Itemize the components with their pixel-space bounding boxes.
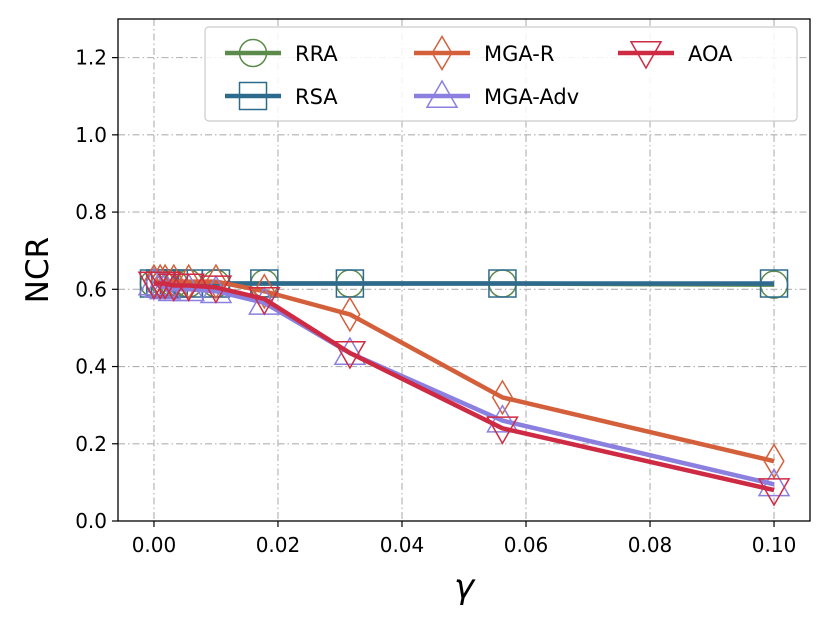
legend-item: AOA — [618, 41, 733, 70]
legend-item: MGA-R — [414, 35, 554, 71]
data-series — [137, 263, 791, 507]
data-point — [333, 341, 367, 370]
series-line — [153, 281, 775, 493]
x-axis-label: γ — [454, 567, 476, 607]
series-line — [153, 281, 775, 487]
legend: RRA RSA MGA-R MGA-Adv AOA — [204, 26, 798, 122]
y-tick-label: 0.8 — [75, 200, 107, 224]
legend-item: MGA-Adv — [414, 79, 579, 109]
data-point — [333, 336, 367, 366]
x-tick-label: 0.02 — [256, 533, 301, 557]
data-point — [757, 467, 791, 497]
data-point — [486, 416, 519, 445]
y-axis-label: NCR — [20, 237, 56, 303]
legend-marker — [425, 79, 459, 108]
data-point — [763, 443, 785, 480]
legend-marker — [431, 35, 453, 71]
x-tick-label: 0.10 — [752, 533, 797, 557]
x-tick-label: 0.06 — [504, 533, 549, 557]
data-point — [178, 263, 200, 300]
legend-label: MGA-R — [484, 42, 554, 66]
legend-marker — [629, 41, 663, 70]
data-point — [253, 273, 275, 310]
x-tick-label: 0.00 — [132, 533, 177, 557]
x-tick-label: 0.08 — [628, 533, 673, 557]
data-point — [488, 269, 517, 298]
y-tick-label: 1.0 — [75, 123, 107, 147]
legend-frame — [204, 26, 798, 122]
y-tick-label: 0.4 — [75, 355, 107, 379]
legend-label: AOA — [688, 42, 733, 66]
legend-marker — [238, 81, 268, 111]
legend-marker — [238, 38, 268, 68]
y-tick-label: 0.2 — [75, 432, 107, 456]
data-point — [757, 478, 791, 507]
legend-label: RRA — [295, 42, 338, 66]
plot-frame — [117, 18, 811, 522]
legend-item: RSA — [225, 81, 338, 111]
data-point — [172, 273, 205, 302]
y-tick-label: 0.0 — [75, 509, 107, 533]
data-point — [148, 271, 182, 301]
data-point — [199, 275, 233, 304]
data-point — [339, 296, 361, 333]
axis-ticks: 0.00 0.02 0.04 0.06 0.08 0.10 0.0 0.2 0.4 0.6 0.8 1… — [75, 46, 796, 557]
legend-label: RSA — [295, 85, 338, 109]
series-mga-adv — [137, 267, 791, 497]
x-tick-label: 0.04 — [380, 533, 425, 557]
data-point — [248, 286, 281, 316]
data-point — [759, 269, 789, 298]
legend-label: MGA-Adv — [484, 85, 579, 109]
y-tick-label: 0.6 — [75, 277, 107, 301]
data-point — [486, 404, 519, 433]
series-aoa — [137, 271, 791, 507]
legend-item: RRA — [225, 38, 338, 68]
y-tick-label: 1.2 — [75, 46, 107, 70]
data-point — [491, 379, 514, 416]
series-line — [153, 279, 775, 464]
